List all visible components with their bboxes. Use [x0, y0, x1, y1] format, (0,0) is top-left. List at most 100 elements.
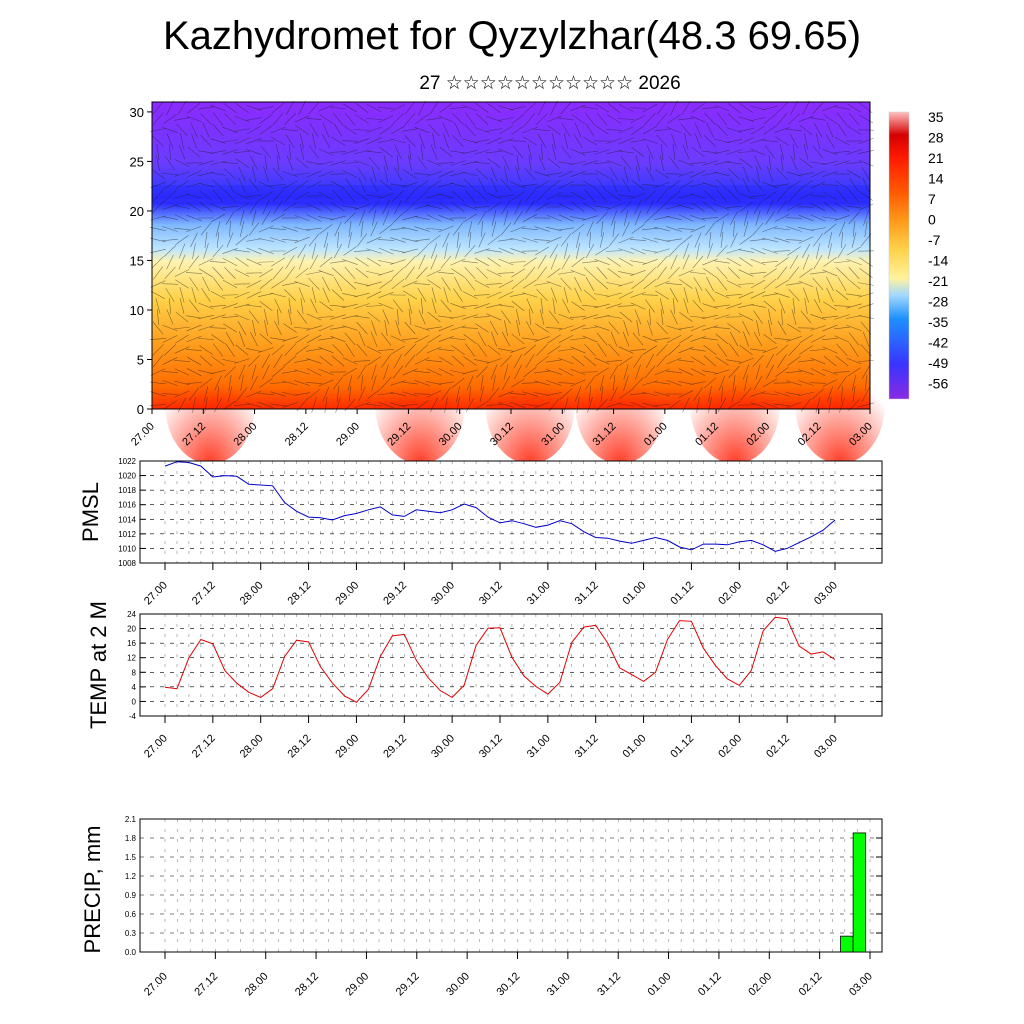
wind-barb: [498, 258, 514, 266]
wind-barb: [522, 126, 538, 134]
precip-y-tick-label: 1.2: [125, 872, 137, 881]
wind-barb: [282, 282, 298, 286]
wind-barb: [162, 238, 178, 242]
wind-barb: [487, 202, 501, 212]
wind-barb: [510, 225, 526, 233]
wind-barb: [649, 155, 651, 171]
wind-barb: [738, 128, 754, 132]
wind-barb: [609, 167, 619, 181]
wind-barb: [234, 137, 250, 145]
wind-barb: [789, 100, 799, 116]
wind-barb: [404, 201, 416, 213]
wind-barb: [274, 298, 282, 314]
wind-barb: [536, 266, 548, 280]
wind-barb: [510, 181, 526, 189]
wind-barb: [322, 122, 330, 138]
wind-barb: [599, 375, 605, 391]
wind-barb: [454, 276, 462, 292]
wind-barb: [331, 289, 345, 301]
wind-barb: [704, 288, 716, 302]
wind-barb: [262, 364, 270, 380]
wind-barb: [594, 303, 610, 309]
wind-barb: [525, 354, 535, 368]
wind-barb: [834, 150, 850, 154]
wind-barb: [490, 166, 498, 182]
wind-barb: [858, 282, 874, 286]
wind-barb: [360, 221, 364, 237]
wind-barb: [344, 266, 356, 280]
wind-barb: [848, 332, 860, 346]
wind-barb: [474, 161, 490, 165]
wind-barb: [596, 211, 608, 225]
wind-barb: [762, 105, 778, 111]
wind-barb: [547, 180, 561, 190]
wind-barb: [523, 257, 537, 267]
wind-barb: [799, 334, 813, 344]
wind-barb: [371, 364, 377, 380]
wind-barb: [727, 102, 741, 114]
wind-barb: [731, 386, 737, 402]
wind-barb: [262, 199, 270, 215]
wind-barb: [683, 243, 689, 259]
wind-barb: [535, 323, 549, 333]
wind-barb: [415, 190, 429, 202]
wind-barb: [347, 375, 353, 391]
wind-barb: [498, 194, 514, 198]
wind-barb: [272, 266, 284, 280]
wind-barb: [295, 157, 309, 169]
wind-barb: [239, 210, 245, 226]
wind-barb: [239, 221, 245, 237]
wind-barb: [306, 334, 322, 344]
wind-barb: [489, 320, 499, 336]
wind-barb: [851, 232, 857, 248]
wind-barb: [732, 221, 736, 237]
wind-barb: [498, 348, 514, 352]
wind-barb: [608, 343, 620, 357]
y-tick-label: 10: [130, 303, 144, 318]
wind-barb: [259, 114, 273, 124]
wind-barb: [618, 236, 634, 244]
wind-barb: [426, 117, 442, 121]
wind-barb: [738, 291, 754, 299]
wind-barb: [822, 324, 838, 332]
wind-barb: [780, 155, 784, 171]
wind-barb: [654, 280, 670, 288]
wind-barb: [798, 214, 814, 222]
wind-barb: [678, 159, 694, 167]
wind-barb: [833, 305, 851, 307]
wind-barb: [503, 364, 509, 380]
wind-barb: [186, 356, 202, 366]
wind-barb: [223, 168, 237, 180]
wind-barb: [522, 237, 538, 243]
wind-barb: [463, 356, 477, 366]
colorbar-label: -56: [928, 376, 948, 392]
wind-barb: [643, 278, 657, 290]
pmsl-xtick-label: 02.12: [764, 579, 792, 607]
wind-barb: [810, 161, 826, 165]
wind-barb: [271, 257, 285, 267]
wind-barb: [689, 162, 707, 164]
wind-barb: [331, 355, 345, 367]
wind-barb: [774, 127, 790, 133]
wind-barb: [514, 199, 522, 215]
wind-barb: [438, 215, 454, 221]
wind-barb: [514, 364, 522, 380]
wind-barb: [307, 388, 321, 400]
wind-barb: [498, 279, 514, 289]
wind-barb: [716, 179, 728, 191]
wind-barb: [263, 309, 269, 325]
wind-barb: [270, 213, 286, 223]
wind-barb: [739, 257, 753, 267]
colorbar-label: -28: [928, 294, 948, 310]
wind-barb: [516, 320, 520, 336]
wind-barb: [150, 248, 166, 254]
wind-barb: [657, 266, 667, 280]
wind-barb: [418, 133, 426, 149]
wind-barb: [414, 357, 430, 365]
wind-barb: [618, 150, 634, 154]
wind-barb: [631, 279, 645, 289]
wind-barb: [464, 179, 476, 191]
wind-barb: [259, 378, 273, 388]
wind-barb: [835, 289, 849, 301]
wind-barb: [690, 271, 706, 275]
